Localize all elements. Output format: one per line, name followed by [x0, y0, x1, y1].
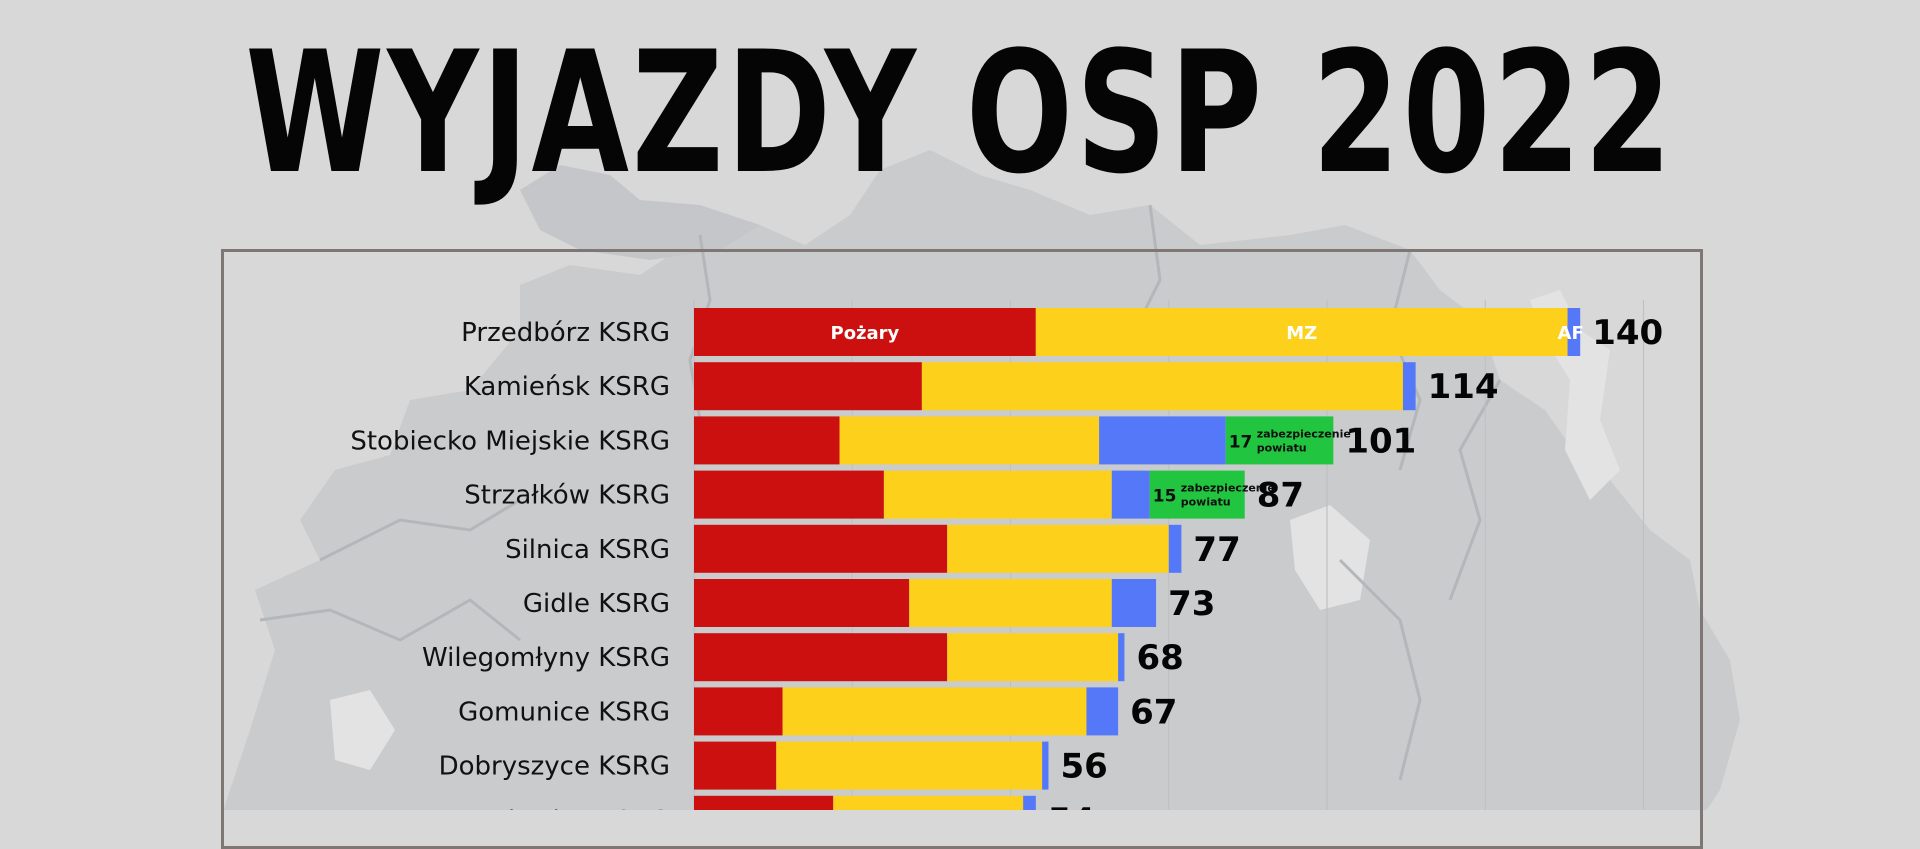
category-label: Dobryszyce KSRG [439, 752, 670, 782]
bar-segment [694, 633, 948, 682]
category-label: Silnica KSRG [505, 535, 670, 565]
bar-segment [1118, 633, 1125, 682]
segment-value-label: 17 [1229, 432, 1253, 452]
bar-segment [694, 362, 922, 411]
segment-note-label: powiatu [1181, 496, 1231, 509]
bar-segment [694, 416, 840, 465]
bar-segment [1402, 362, 1416, 411]
bar-segment [1086, 687, 1119, 736]
bar-segment [694, 741, 777, 790]
series-label-pozary: Pożary [831, 323, 900, 344]
bar-segment [1168, 524, 1182, 573]
bar-segment [694, 687, 783, 736]
bar-segment [883, 470, 1112, 519]
total-value-label: 68 [1136, 638, 1183, 678]
total-value-label: 101 [1345, 421, 1416, 461]
bar-segment [1111, 579, 1157, 627]
category-label: Wilegomłyny KSRG [422, 643, 670, 673]
page-title: WYJAZDY OSP 2022 [245, 15, 1675, 211]
map-lake-2 [1290, 505, 1370, 610]
segment-note-label: zabezpieczenie [1181, 482, 1275, 495]
segment-value-label: 15 [1153, 487, 1177, 507]
total-value-label: 54 [1048, 801, 1095, 810]
bar-segment [1099, 416, 1226, 465]
bar-segment [947, 633, 1119, 682]
bar-segment [1023, 795, 1036, 810]
category-label: Stobiecko Miejskie KSRG [350, 426, 670, 456]
map-lake-3 [330, 690, 395, 770]
bar-segment [833, 795, 1024, 810]
bar-segment [1042, 741, 1049, 790]
bar-segment [694, 579, 910, 627]
bar-segment [921, 362, 1403, 411]
labels-layer: Przedbórz KSRG Pożary MZ AF 140 Kamieńsk KSRG… [350, 313, 1663, 810]
category-label: Gomunice KSRG [458, 697, 670, 727]
total-value-label: 140 [1592, 313, 1663, 353]
bar-segment [776, 741, 1043, 790]
category-label: Strzałków KSRG [464, 481, 670, 511]
category-label: Kamieńsk KSRG [464, 372, 670, 402]
bar-segment [1567, 308, 1581, 356]
total-value-label: 77 [1193, 530, 1240, 570]
total-value-label: 87 [1257, 476, 1304, 516]
stacked-bar-chart: Przedbórz KSRG Pożary MZ AF 140 Kamieńsk KSRG… [350, 300, 1663, 810]
total-value-label: 114 [1428, 367, 1499, 407]
bar-segment [1149, 470, 1245, 519]
bar-segment [694, 470, 884, 519]
bar-segment [1035, 308, 1568, 356]
series-label-af: AF [1558, 323, 1584, 344]
category-label: Masłowice KSRG [456, 806, 670, 810]
bar-segment [694, 795, 834, 810]
bar-segment [909, 579, 1112, 627]
bar-segment [782, 687, 1087, 736]
series-label-mz: MZ [1286, 323, 1317, 344]
bar-segment [1111, 470, 1150, 519]
bar-segment [947, 524, 1169, 573]
segment-note-label: zabezpieczenie [1257, 427, 1351, 440]
bar-segment [694, 308, 1036, 356]
total-value-label: 67 [1130, 692, 1177, 732]
bar-segment [1225, 416, 1334, 465]
category-label: Przedbórz KSRG [461, 318, 670, 348]
bars-layer [694, 308, 1581, 810]
segment-note-label: powiatu [1257, 441, 1307, 454]
bar-segment [694, 524, 948, 573]
bar-segment [839, 416, 1100, 465]
total-value-label: 56 [1060, 747, 1107, 787]
category-label: Gidle KSRG [523, 589, 670, 619]
total-value-label: 73 [1168, 584, 1215, 624]
